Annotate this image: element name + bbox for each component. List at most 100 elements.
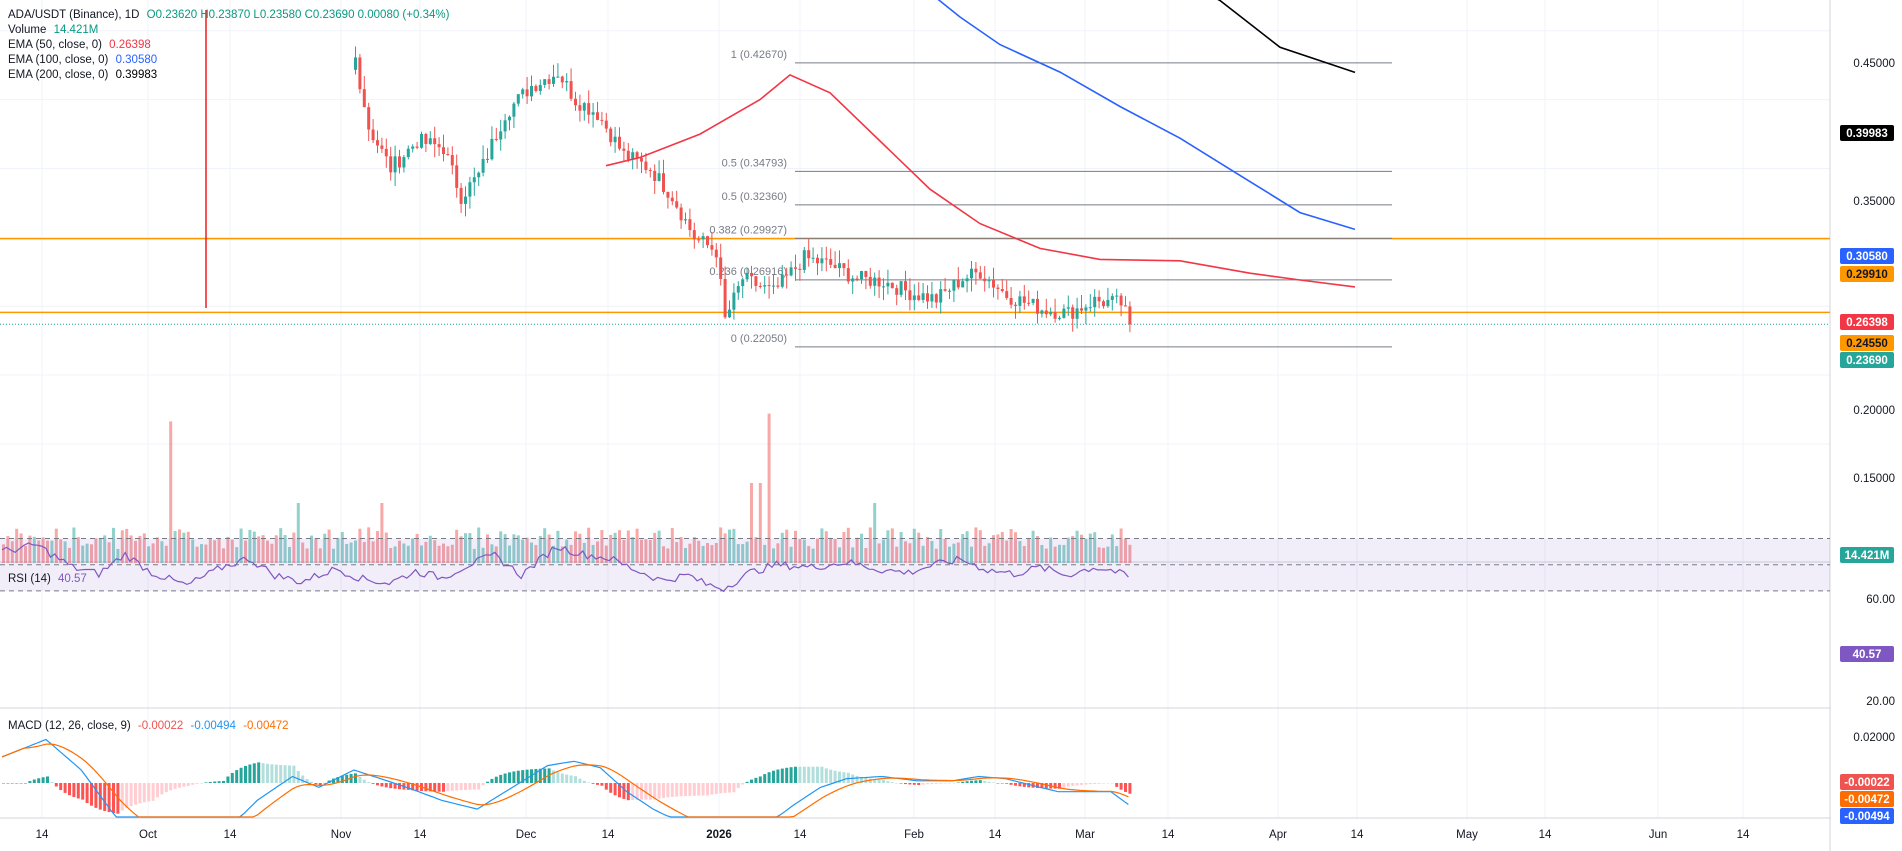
candle-body: [371, 129, 375, 141]
volume-bar: [301, 542, 305, 563]
volume-bar: [134, 540, 137, 563]
candle-body: [384, 148, 388, 157]
macd-histogram-bar: [376, 783, 379, 786]
volume-bar: [631, 537, 635, 563]
rsi-value: 40.57: [58, 573, 87, 585]
time-tick-label: 14: [414, 829, 427, 841]
macd-histogram-bar: [503, 773, 507, 783]
volume-bar: [763, 544, 767, 563]
candle-body: [1110, 296, 1114, 300]
macd-label[interactable]: MACD (12, 26, close, 9): [8, 720, 131, 732]
ema50-label[interactable]: EMA (50, close, 0): [8, 39, 102, 51]
macd-histogram-bar: [543, 768, 547, 783]
rsi-tick-label: 60.00: [1866, 594, 1895, 606]
candle-body: [948, 290, 951, 292]
macd-histogram-bar: [6, 783, 10, 784]
macd-histogram-bar: [204, 782, 208, 783]
volume-bar: [754, 537, 758, 563]
volume-bar: [6, 536, 10, 563]
volume-bar: [736, 544, 740, 563]
macd-histogram-bar: [833, 770, 837, 783]
candle-body: [679, 207, 683, 221]
macd-histogram-bar: [393, 783, 397, 789]
candle-body: [930, 294, 934, 302]
candle-body: [706, 236, 709, 246]
volume-bar: [15, 528, 19, 563]
volume-bar: [974, 527, 978, 563]
candle-body: [1115, 295, 1119, 297]
candle-body: [886, 282, 890, 287]
volume-bar: [455, 529, 459, 563]
price-tag: 0.29910: [1846, 269, 1888, 281]
volume-bar: [723, 533, 727, 563]
macd-histogram-bar: [622, 783, 626, 799]
volume-bar: [68, 547, 71, 563]
volume-label[interactable]: Volume: [8, 24, 47, 36]
candle-body: [846, 268, 850, 282]
volume-bar: [609, 534, 613, 563]
candle-body: [921, 293, 925, 300]
candle-body: [763, 285, 767, 287]
candle-body: [860, 271, 863, 280]
macd-histogram-bar: [640, 783, 643, 800]
macd-histogram-bar: [697, 783, 701, 796]
volume-bar: [323, 533, 327, 563]
volume-bar: [362, 542, 366, 563]
volume-bar: [543, 528, 547, 563]
macd-histogram-bar: [310, 781, 313, 783]
macd-histogram-bar: [371, 783, 375, 784]
macd-histogram-bar: [239, 767, 243, 783]
ema200-label[interactable]: EMA (200, close, 0): [8, 69, 109, 81]
macd-histogram-bar: [380, 783, 384, 787]
candle-body: [1080, 308, 1083, 311]
candle-body: [547, 79, 551, 84]
volume-bar: [1040, 545, 1044, 563]
candle-body: [758, 285, 762, 287]
volume-bar: [534, 545, 538, 563]
volume-bar: [767, 413, 771, 563]
macd-histogram-bar: [1066, 783, 1070, 787]
volume-bar: [785, 529, 789, 563]
volume-bar: [873, 503, 877, 563]
time-axis[interactable]: 14 Oct 14 Nov 14 Dec 14 2026 14 Feb 14 Mar 14 Apr 14 Ma…: [36, 829, 1750, 841]
macd-histogram-bar: [103, 783, 107, 811]
macd-histogram-bar: [908, 783, 912, 785]
macd-histogram-bar: [1088, 783, 1092, 785]
candle-body: [648, 170, 652, 172]
macd-histogram-bar: [235, 770, 239, 783]
candle-body: [1031, 298, 1035, 303]
volume-bar: [675, 542, 679, 563]
candlestick-series: [354, 46, 1132, 333]
volume-bar: [2, 544, 5, 563]
volume-bar: [129, 535, 133, 563]
macd-histogram-bar: [398, 783, 401, 790]
macd-histogram-bar: [538, 768, 542, 783]
macd-histogram-bar: [1018, 783, 1022, 787]
macd-histogram-bar: [455, 783, 459, 791]
ema100-label[interactable]: EMA (100, close, 0): [8, 54, 109, 66]
fibonacci-retracement[interactable]: 1 (0.42670) 0.5 (0.34793) 0.5 (0.32360) 0.3…: [709, 49, 1392, 348]
macd-histogram-bar: [684, 783, 687, 797]
candle-body: [1053, 312, 1057, 319]
volume-bar: [714, 542, 718, 563]
macd-histogram-bar: [952, 783, 956, 784]
candle-body: [1022, 296, 1026, 303]
volume-bar: [37, 540, 41, 563]
time-tick-label: 14: [1351, 829, 1364, 841]
candle-body: [490, 138, 494, 160]
price-axis[interactable]: 0.450000.350000.200000.1500060.0020.000.…: [1831, 0, 1902, 851]
volume-bar: [142, 533, 146, 563]
macd-histogram-bar: [32, 779, 36, 783]
symbol-title[interactable]: ADA/USDT (Binance), 1D: [8, 9, 140, 21]
candle-body: [459, 187, 463, 204]
time-tick-label: 14: [1539, 829, 1552, 841]
candle-body: [943, 289, 947, 291]
macd-histogram-bar: [468, 783, 472, 790]
macd-histogram-bar: [613, 783, 617, 796]
rsi-label[interactable]: RSI (14): [8, 573, 51, 585]
candle-body: [670, 197, 674, 202]
volume-bar: [503, 534, 507, 563]
volume-bar: [147, 546, 151, 563]
volume-bar: [578, 533, 582, 563]
